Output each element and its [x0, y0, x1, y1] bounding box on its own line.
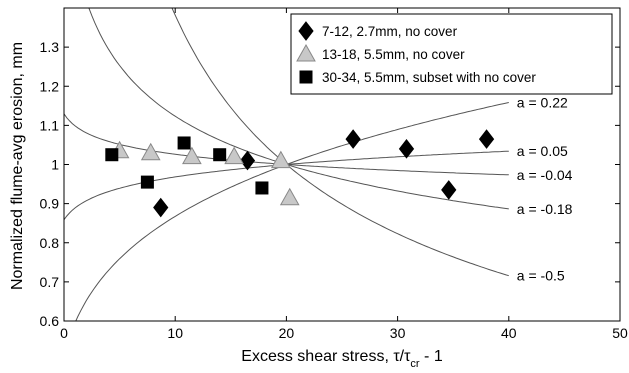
x-tick-label: 30	[390, 325, 406, 341]
triangle-point	[279, 187, 300, 206]
x-axis-title: Excess shear stress, τ/τcr - 1	[241, 348, 443, 370]
x-tick-label: 0	[60, 325, 68, 341]
data-points	[105, 129, 495, 218]
diamond-point	[345, 129, 361, 149]
y-tick-label: 1.1	[40, 117, 60, 133]
legend-square-icon	[299, 70, 313, 84]
legend-entry: 30-34, 5.5mm, subset with no cover	[322, 70, 536, 85]
square-point	[105, 148, 119, 162]
square-point	[140, 175, 154, 189]
y-tick-label: 0.7	[40, 274, 60, 290]
legend-entry: 13-18, 5.5mm, no cover	[322, 47, 465, 62]
legend-diamond-icon	[298, 21, 314, 41]
legend: 7-12, 2.7mm, no cover 13-18, 5.5mm, no co…	[290, 13, 613, 95]
axis-ticks: 0 10 20 30 40 50 0.6 0.7 0.8 0.9 1 1.1 1.2 1.3	[40, 8, 628, 341]
y-tick-label: 1.2	[40, 78, 60, 94]
x-tick-label: 40	[501, 325, 517, 341]
curve-label: a = -0.5	[517, 268, 565, 284]
triangle-point	[270, 150, 291, 169]
square-point	[255, 181, 269, 195]
diamond-point	[398, 139, 415, 159]
y-tick-label: 1.3	[40, 39, 60, 55]
triangle-point	[140, 142, 161, 161]
square-point	[213, 148, 227, 162]
legend-box	[290, 13, 613, 95]
legend-entry: 7-12, 2.7mm, no cover	[322, 24, 458, 39]
y-tick-label: 0.9	[40, 196, 60, 212]
x-tick-label: 20	[279, 325, 295, 341]
diamond-point	[239, 150, 256, 171]
diamond-point	[153, 197, 169, 218]
square-point	[177, 136, 191, 150]
y-tick-label: 0.6	[40, 313, 60, 329]
curve-label: a = -0.18	[517, 201, 573, 217]
curve-labels: a = 0.22 a = 0.05 a = -0.04 a = -0.18 a = -0…	[517, 94, 573, 283]
triangle-point	[182, 146, 202, 165]
curve-label: a = 0.22	[517, 94, 568, 110]
diamond-point	[478, 129, 495, 149]
diamond-point	[441, 180, 457, 200]
x-tick-label: 50	[612, 325, 628, 341]
curve-label: a = -0.04	[517, 167, 573, 183]
y-tick-label: 0.8	[40, 235, 60, 251]
legend-triangle-icon	[296, 43, 316, 62]
x-tick-label: 10	[167, 325, 183, 341]
triangle-point	[224, 146, 244, 165]
fit-curve	[171, 8, 509, 277]
y-tick-label: 1	[51, 157, 59, 173]
curve-label: a = 0.05	[517, 143, 568, 159]
y-axis-title: Normalized flume-avg erosion, mm	[9, 42, 26, 290]
